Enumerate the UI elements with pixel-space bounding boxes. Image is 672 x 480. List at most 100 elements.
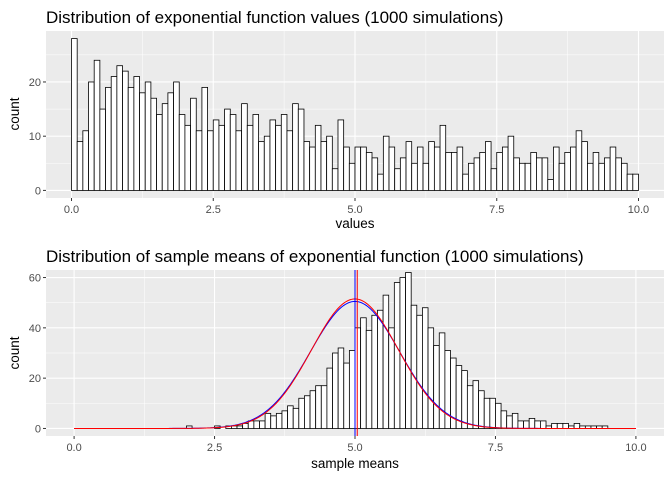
histogram-bar <box>405 141 413 191</box>
histogram-bar <box>598 162 605 191</box>
histogram-bar <box>337 119 345 191</box>
histogram-bar <box>456 146 464 191</box>
histogram-bar <box>360 317 367 429</box>
histogram-bar <box>450 152 458 191</box>
histogram-bar <box>445 152 452 191</box>
histogram-bar <box>224 108 231 191</box>
histogram-bar <box>320 141 328 191</box>
histogram-bar <box>524 162 532 191</box>
histogram-bar <box>297 108 305 191</box>
x-axis-label: values <box>335 216 374 231</box>
histogram-bar <box>416 146 424 191</box>
histogram-bar <box>270 415 277 429</box>
histogram-bar <box>371 157 379 191</box>
histogram-bar <box>394 168 401 191</box>
histogram-bar <box>309 146 316 191</box>
histogram-bar <box>235 130 243 191</box>
y-axis-label: count <box>7 336 22 369</box>
histogram-bar <box>490 168 498 191</box>
histogram-bar <box>326 135 333 191</box>
histogram-bar <box>615 157 622 191</box>
histogram-bar <box>462 173 469 191</box>
histogram-bar <box>416 314 423 429</box>
histogram-bar <box>485 141 492 191</box>
histogram-bar <box>507 135 515 191</box>
histogram-bar <box>264 412 272 429</box>
histogram-bar <box>433 345 440 429</box>
histogram-bar <box>536 157 543 191</box>
histogram-bar <box>315 385 322 429</box>
histogram-bar <box>298 397 305 429</box>
histogram-bar <box>207 130 214 191</box>
histogram-bar <box>292 407 300 429</box>
histogram-bar <box>161 103 169 191</box>
histogram-bar <box>287 405 294 429</box>
histogram-bar <box>528 417 536 429</box>
histogram-bar <box>253 420 260 429</box>
histogram-bar <box>343 146 350 191</box>
histogram-bar <box>422 307 429 429</box>
histogram-bar <box>314 124 322 191</box>
histogram-bar <box>556 423 564 429</box>
histogram-bar <box>479 152 486 191</box>
histogram-bar <box>551 423 558 429</box>
histogram-bar <box>242 423 249 429</box>
histogram-bar <box>116 65 123 191</box>
histogram-bar <box>534 420 541 429</box>
histogram-bar <box>281 410 288 429</box>
histogram-bar <box>195 130 203 191</box>
histogram-bar <box>428 141 435 191</box>
histogram-bar <box>144 81 152 191</box>
y-tick-label: 40 <box>29 323 41 335</box>
histogram-bar <box>382 294 390 429</box>
histogram-bar <box>558 162 566 191</box>
histogram-bar <box>473 157 481 191</box>
histogram-bar <box>495 402 502 429</box>
histogram-bar <box>433 146 441 191</box>
histogram-bar <box>286 130 294 191</box>
histogram-bar <box>259 420 266 429</box>
chart-title: Distribution of sample means of exponent… <box>46 247 584 266</box>
histogram-bar <box>332 352 339 429</box>
histogram-bar <box>422 162 430 191</box>
histogram-bar <box>99 108 106 191</box>
histogram-bar <box>139 92 146 191</box>
histogram-bar <box>564 152 571 191</box>
histogram-bar <box>304 395 311 429</box>
histogram-bar <box>377 309 384 429</box>
histogram-bar <box>541 157 549 191</box>
histogram-bar <box>263 135 271 191</box>
histogram-bar <box>438 332 446 429</box>
chart-sample-means: Distribution of sample means of exponent… <box>7 247 664 471</box>
histogram-bar <box>241 103 248 191</box>
histogram-bar <box>478 390 485 429</box>
histogram-bar <box>218 124 225 191</box>
histogram-bar <box>411 162 418 191</box>
histogram-bar <box>309 390 317 429</box>
histogram-bar <box>331 168 339 191</box>
axis-ticks: 0.0 2.5 5.0 7.5 10.0 0 10 20 <box>29 77 649 216</box>
histogram-bar <box>190 97 197 191</box>
histogram-bar <box>258 141 265 191</box>
histogram-bar <box>348 350 356 429</box>
histogram-bar <box>88 81 95 191</box>
histogram-bar <box>388 146 396 191</box>
histogram-bar <box>326 367 333 429</box>
axis-ticks: 0.0 2.5 5.0 7.5 10.0 0 20 40 60 <box>29 273 647 454</box>
y-tick-label: 20 <box>29 77 41 89</box>
histogram-bar <box>252 114 260 191</box>
x-tick-label: 0.0 <box>64 204 79 216</box>
histogram-bar <box>360 146 367 191</box>
histogram-bar <box>269 119 277 191</box>
histogram-bar <box>371 314 378 429</box>
histogram-bar <box>562 423 569 429</box>
histogram-bar <box>500 410 508 429</box>
histogram-bar <box>502 146 509 191</box>
x-tick-label: 10.0 <box>628 204 649 216</box>
histogram-bar <box>540 420 547 429</box>
chart-exponential-values: Distribution of exponential function val… <box>7 8 664 231</box>
histogram-bar <box>212 119 220 191</box>
y-tick-label: 20 <box>29 373 41 385</box>
histogram-bar <box>511 412 519 429</box>
